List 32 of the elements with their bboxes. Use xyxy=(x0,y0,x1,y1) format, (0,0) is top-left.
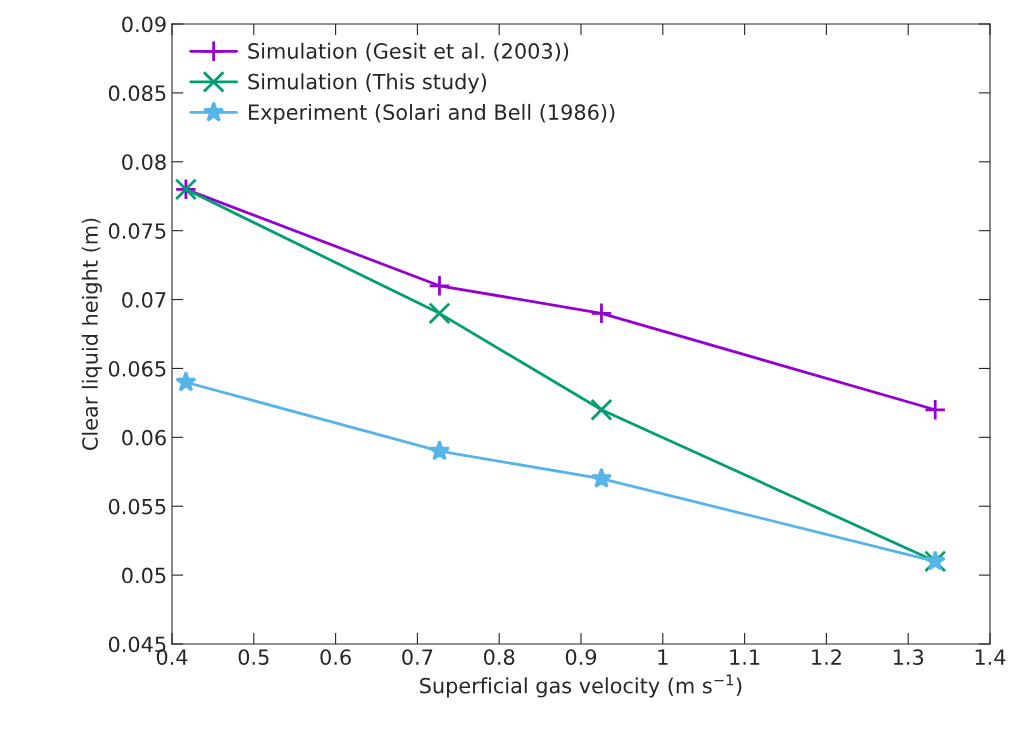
y-tick-label: 0.055 xyxy=(108,498,166,515)
point xyxy=(590,398,613,421)
y-tick-label: 0.05 xyxy=(122,567,166,584)
x-tick-label: 1.4 xyxy=(975,649,1006,665)
x-axis-title: Superficial gas velocity (m s$^{−1}$) xyxy=(420,674,742,698)
x-tick-label: 1.1 xyxy=(730,649,760,665)
x-tick-label: 0.9 xyxy=(565,649,597,665)
y-tick-label: 0.075 xyxy=(108,223,166,239)
y-tick-label: 0.07 xyxy=(122,292,166,308)
point xyxy=(590,302,613,325)
legend-label: Simulation (This study) xyxy=(248,73,487,94)
y-tick-label: 0.085 xyxy=(108,85,166,102)
x-tick-label: 0.6 xyxy=(320,649,351,665)
point xyxy=(428,440,451,461)
x-tick-label: 1.3 xyxy=(893,649,924,665)
point xyxy=(924,398,947,421)
legend-label: Simulation (Gesit et al. (2003)) xyxy=(248,42,569,62)
x-tick-label: 1 xyxy=(658,649,668,665)
x-tick-label: 0.8 xyxy=(484,649,515,665)
y-tick-label: 0.065 xyxy=(108,360,166,377)
x-tick-label: 1.2 xyxy=(812,649,841,665)
legend-label: Experiment (Solari and Bell (1986)) xyxy=(249,103,615,125)
x-tick-label: 0.5 xyxy=(238,649,269,665)
point xyxy=(428,274,451,297)
y-tick-label: 0.08 xyxy=(122,154,166,170)
y-axis-title: Clear liquid height (m) xyxy=(81,218,102,450)
point xyxy=(428,302,451,325)
point xyxy=(590,467,613,488)
point xyxy=(175,371,197,392)
y-tick-label: 0.06 xyxy=(122,429,166,446)
y-tick-label: 0.09 xyxy=(122,16,166,33)
x-tick-label: 0.7 xyxy=(402,649,433,665)
